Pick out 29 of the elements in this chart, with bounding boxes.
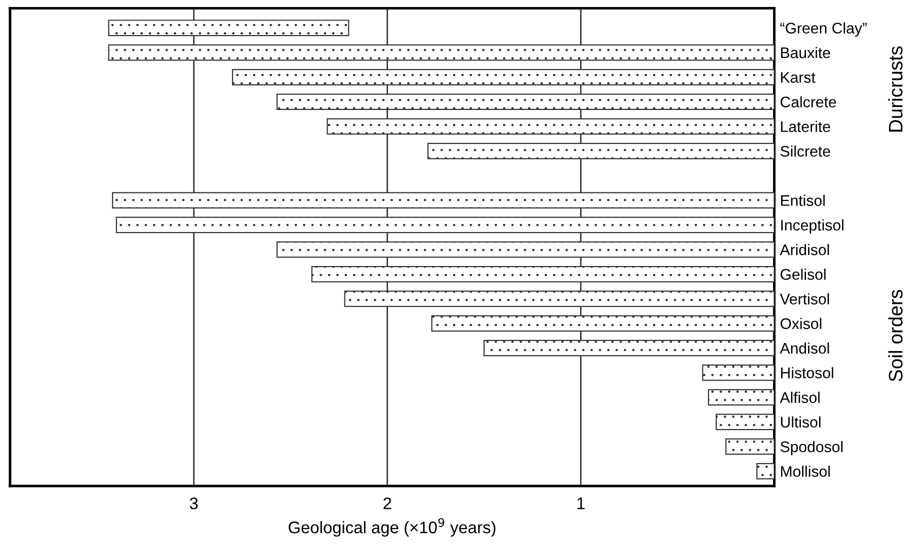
y-tick-label: Laterite [781,120,830,132]
y-tick-label: Vertisol [780,293,829,304]
x-tick-label: 3 [190,497,198,510]
y-tick-label: Aridisol [780,244,829,256]
bar [756,462,774,480]
y-tick-label: Alfisol [780,392,820,403]
y-tick-label: Mollisol [781,466,830,477]
text: Duricrusts [888,46,903,132]
y-tick-label: Silcrete [780,145,830,157]
bar [716,414,774,430]
bar [725,438,774,455]
bar [702,364,774,381]
bar [708,389,774,406]
y-tick-label: Andisol [780,342,829,354]
y-tick-label: Oxisol [780,318,822,330]
x-axis-title: Geological age (×10$^{9}$ years) [288,518,496,537]
y-tick-label: Entisol [781,194,825,206]
y-tick-label: Karst [781,72,816,83]
y-tick-label: Bauxite [781,46,830,58]
text: Soil orders [888,290,903,382]
y-tick-label: Gelisol [780,268,826,280]
y-tick-label: Histosol [781,367,834,378]
x-tick-label: 2 [384,497,392,510]
y-tick-label: Inceptisol [781,219,844,234]
y-tick-label: “Green Clay” [780,22,867,37]
y-tick-label: Calcrete [780,96,836,108]
y-tick-label: Ultisol [781,416,820,428]
y-tick-label: Spodosol [780,441,843,456]
x-tick-label: 1 [577,498,585,510]
